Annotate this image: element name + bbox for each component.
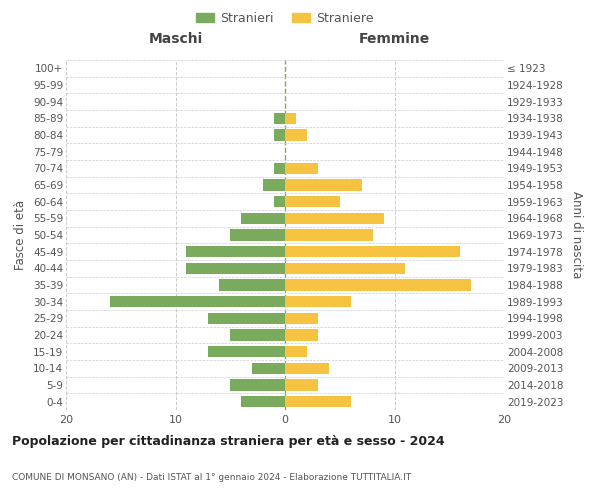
Bar: [274, 112, 285, 124]
Bar: [285, 262, 406, 274]
Text: Popolazione per cittadinanza straniera per età e sesso - 2024: Popolazione per cittadinanza straniera p…: [12, 435, 445, 448]
Bar: [241, 396, 285, 407]
Bar: [285, 230, 373, 240]
Legend: Stranieri, Straniere: Stranieri, Straniere: [191, 7, 379, 30]
Bar: [230, 380, 285, 390]
Bar: [241, 212, 285, 224]
Bar: [263, 180, 285, 190]
Bar: [274, 162, 285, 174]
Bar: [285, 380, 318, 390]
Bar: [230, 230, 285, 240]
Bar: [274, 196, 285, 207]
Bar: [285, 180, 362, 190]
Text: Maschi: Maschi: [148, 32, 203, 46]
Bar: [285, 396, 351, 407]
Bar: [285, 346, 307, 358]
Bar: [208, 312, 285, 324]
Y-axis label: Anni di nascita: Anni di nascita: [570, 192, 583, 278]
Bar: [285, 296, 351, 308]
Bar: [285, 196, 340, 207]
Bar: [252, 362, 285, 374]
Bar: [285, 112, 296, 124]
Bar: [110, 296, 285, 308]
Bar: [285, 362, 329, 374]
Bar: [230, 330, 285, 340]
Bar: [208, 346, 285, 358]
Bar: [220, 280, 285, 290]
Bar: [285, 162, 318, 174]
Bar: [187, 262, 285, 274]
Bar: [285, 212, 383, 224]
Y-axis label: Fasce di età: Fasce di età: [14, 200, 28, 270]
Bar: [285, 330, 318, 340]
Text: COMUNE DI MONSANO (AN) - Dati ISTAT al 1° gennaio 2024 - Elaborazione TUTTITALIA: COMUNE DI MONSANO (AN) - Dati ISTAT al 1…: [12, 473, 411, 482]
Bar: [285, 130, 307, 140]
Bar: [285, 246, 460, 258]
Text: Femmine: Femmine: [359, 32, 430, 46]
Bar: [187, 246, 285, 258]
Bar: [274, 130, 285, 140]
Bar: [285, 280, 471, 290]
Bar: [285, 312, 318, 324]
